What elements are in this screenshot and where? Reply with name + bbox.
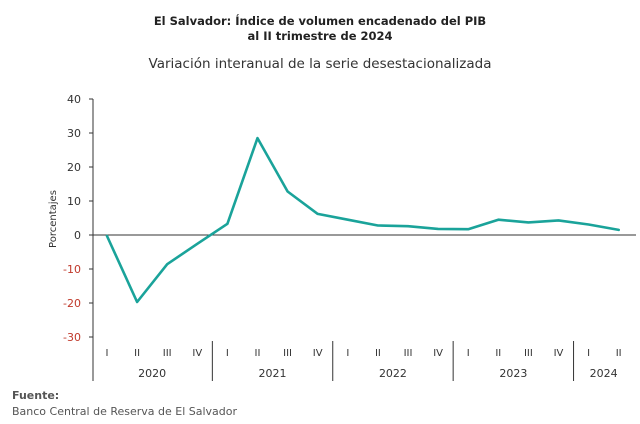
x-quarter-label: IV [433, 348, 443, 359]
x-quarter-label: II [616, 348, 622, 359]
y-tick-label: 10 [67, 195, 81, 208]
x-year-label: 2023 [499, 367, 527, 380]
x-quarter-label: II [375, 348, 381, 359]
y-tick-label: -30 [63, 331, 81, 344]
y-tick-label: 0 [74, 229, 81, 242]
x-quarter-label: II [134, 348, 140, 359]
y-tick-label: 20 [67, 161, 81, 174]
x-quarter-label: III [283, 348, 292, 359]
x-quarter-label: IV [554, 348, 564, 359]
x-quarter-label: I [587, 348, 590, 359]
x-quarter-label: III [404, 348, 413, 359]
x-year-label: 2024 [590, 367, 618, 380]
x-quarter-label: IV [313, 348, 323, 359]
y-tick-label: -20 [63, 297, 81, 310]
series-line [105, 136, 621, 304]
chart-subtitle: Variación interanual de la serie desesta… [148, 56, 492, 72]
source-text: Banco Central de Reserva de El Salvador [12, 405, 238, 418]
chart-title-line1: El Salvador: Índice de volumen encadenad… [153, 14, 487, 28]
x-quarter-label: III [163, 348, 172, 359]
x-quarter-label: I [346, 348, 349, 359]
x-year-label: 2022 [379, 367, 407, 380]
x-quarter-label: I [226, 348, 229, 359]
y-axis-title: Porcentajes [48, 190, 59, 248]
y-tick-label: 40 [67, 93, 81, 106]
x-quarter-label: I [106, 348, 109, 359]
chart-title-line2: al II trimestre de 2024 [247, 29, 393, 43]
x-quarter-label: II [495, 348, 501, 359]
y-tick-label: -10 [63, 263, 81, 276]
x-year-label: 2020 [138, 367, 166, 380]
x-year-label: 2021 [259, 367, 287, 380]
source-label: Fuente: [12, 389, 60, 402]
x-quarter-label: IV [192, 348, 202, 359]
x-quarter-label: II [255, 348, 261, 359]
x-quarter-label: I [467, 348, 470, 359]
x-quarter-label: III [524, 348, 533, 359]
y-tick-label: 30 [67, 127, 81, 140]
